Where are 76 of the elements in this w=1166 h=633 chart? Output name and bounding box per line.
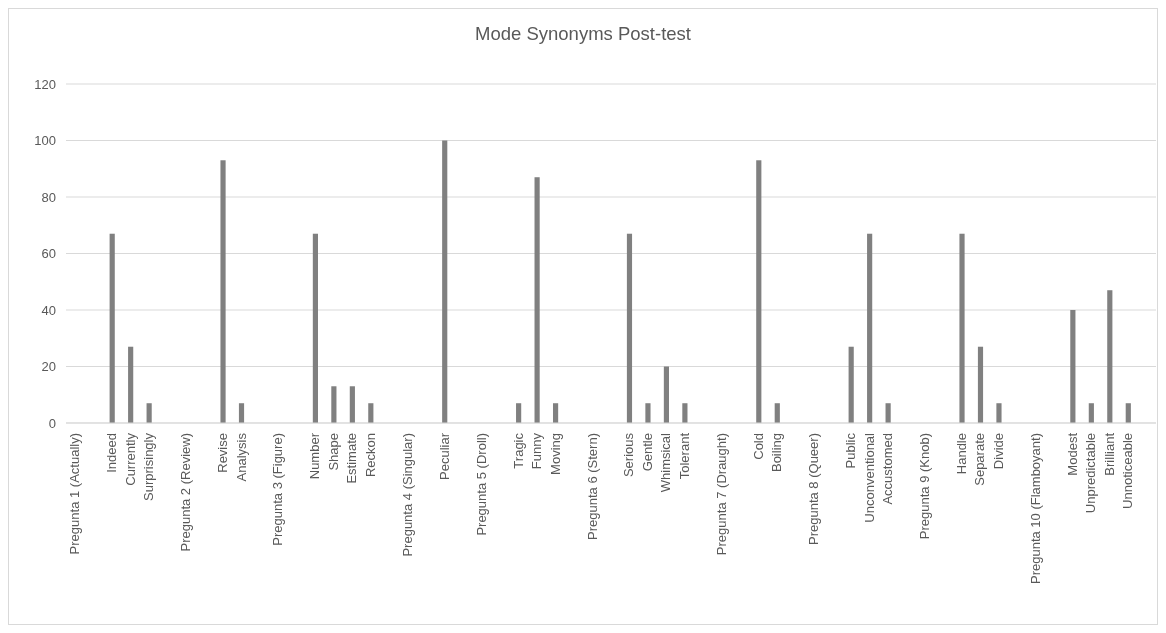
y-tick-label: 20	[41, 359, 56, 375]
bar	[645, 403, 651, 423]
x-tick-label: Modest	[1064, 432, 1080, 476]
x-tick-label: Unnoticeable	[1120, 433, 1136, 509]
x-tick-label: Pregunta 1 (Actually)	[67, 433, 83, 555]
bar	[516, 403, 522, 423]
x-tick-label: Whimsical	[658, 432, 674, 493]
x-tick-label: Reckon	[362, 433, 378, 478]
x-tick-label: Tolerant	[676, 432, 692, 480]
bar	[368, 403, 374, 423]
x-tick-label: Surprisingly	[141, 432, 157, 501]
x-tick-label: Brilliant	[1101, 432, 1117, 476]
x-tick-label: Estimate	[344, 433, 360, 484]
x-tick-label: Pregunta 5 (Droll)	[473, 433, 489, 536]
y-tick-label: 100	[34, 133, 56, 149]
bar	[312, 233, 318, 423]
bar	[1125, 403, 1131, 423]
x-tick-label: Pregunta 4 (Singular)	[399, 433, 415, 557]
bar	[663, 366, 670, 423]
x-tick-label: Gentle	[639, 433, 655, 472]
x-tick-label: Boiling	[769, 433, 785, 473]
x-tick-label: Cold	[750, 433, 766, 460]
y-tick-label: 40	[41, 302, 56, 318]
bar	[959, 233, 965, 423]
bar	[109, 233, 115, 423]
bar	[534, 177, 540, 423]
x-tick-label: Currently	[122, 432, 138, 486]
x-tick-label: Pregunta 2 (Review)	[178, 433, 194, 552]
x-tick-label: Handle	[954, 433, 970, 475]
bar	[146, 403, 152, 423]
bar	[442, 140, 448, 423]
x-tick-label: Shape	[325, 433, 341, 471]
x-tick-label: Pregunta 6 (Stern)	[584, 433, 600, 540]
bar	[331, 386, 337, 423]
y-tick-label: 80	[41, 189, 56, 205]
x-tick-label: Pregunta 8 (Queer)	[806, 433, 822, 546]
x-tick-label: Pregunta 10 (Flamboyant)	[1027, 433, 1043, 585]
bar	[626, 233, 633, 423]
x-tick-label: Peculiar	[436, 432, 452, 480]
x-tick-label: Number	[307, 432, 323, 480]
y-tick-label: 60	[41, 246, 56, 262]
y-tick-label: 0	[48, 415, 56, 431]
bar	[885, 403, 891, 423]
x-tick-label: Divide	[990, 433, 1006, 470]
bar	[977, 346, 984, 423]
x-tick-label: Pregunta 9 (Knob)	[917, 433, 933, 540]
bar	[848, 346, 854, 423]
bar	[220, 160, 226, 423]
bar	[1107, 290, 1113, 423]
x-tick-label: Pregunta 3 (Figure)	[270, 433, 286, 546]
x-tick-label: Revise	[215, 433, 231, 473]
bar	[756, 160, 762, 423]
bar	[349, 386, 355, 423]
bar	[552, 403, 559, 423]
bar	[128, 346, 134, 423]
bar	[1070, 310, 1076, 423]
x-tick-label: Analysis	[233, 432, 249, 482]
bar	[774, 403, 780, 423]
bar	[682, 403, 688, 423]
bar	[867, 233, 873, 423]
x-tick-label: Separate	[972, 433, 988, 486]
x-tick-label: Funny	[529, 432, 545, 470]
y-tick-label: 120	[34, 76, 56, 92]
bar	[238, 403, 245, 423]
x-tick-label: Moving	[547, 433, 563, 475]
x-tick-label: Tragic	[510, 432, 526, 469]
x-tick-label: Pregunta 7 (Draught)	[713, 433, 729, 556]
x-tick-label: Public	[843, 432, 859, 469]
bar	[1088, 403, 1094, 423]
x-tick-label: Accustomed	[880, 433, 896, 505]
chart-title: Mode Synonyms Post-test	[475, 23, 691, 44]
x-tick-label: Unpredictable	[1083, 433, 1099, 514]
bar	[996, 403, 1002, 423]
x-tick-label: Serious	[621, 432, 637, 478]
x-tick-label: Unconventional	[861, 432, 877, 523]
x-tick-label: Indeed	[104, 433, 120, 473]
